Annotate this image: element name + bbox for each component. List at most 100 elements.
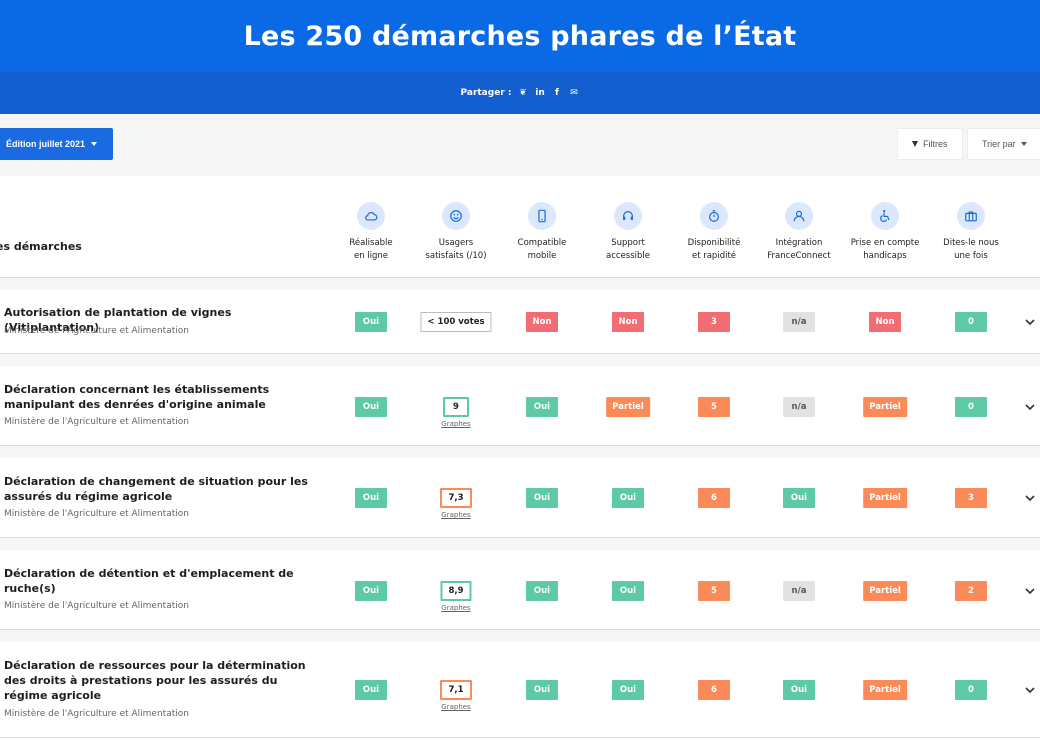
table-row[interactable]: Déclaration de détention et d'emplacemen… <box>0 550 1040 630</box>
status-badge: Oui <box>355 312 387 332</box>
chevron-down-icon[interactable] <box>1025 586 1035 596</box>
chevron-down-icon[interactable] <box>1025 493 1035 503</box>
row-separator <box>0 354 1040 366</box>
ministry-label: Ministère de l'Agriculture et Alimentati… <box>4 601 189 611</box>
wheelchair-icon <box>871 202 899 230</box>
table-header: es démarches Réalisable en ligne Usagers … <box>0 176 1040 278</box>
column-header: Dites-le nous une fois <box>925 202 1017 263</box>
status-badge: n/a <box>783 397 815 417</box>
ministry-label: Ministère de l'Agriculture et Alimentati… <box>4 417 189 427</box>
table-row[interactable]: Déclaration de changement de situation p… <box>0 458 1040 538</box>
status-badge: Oui <box>526 397 558 417</box>
chevron-down-icon[interactable] <box>1025 317 1035 327</box>
column-title-demarches: es démarches <box>0 240 82 253</box>
column-header: Prise en compte handicaps <box>839 202 931 263</box>
edition-label: Édition juillet 2021 <box>6 139 86 149</box>
column-label: Prise en compte handicaps <box>850 238 920 261</box>
status-badge: Oui <box>526 488 558 508</box>
status-badge: 6 <box>698 680 730 700</box>
status-badge: Oui <box>612 488 644 508</box>
status-badge: Oui <box>355 397 387 417</box>
status-badge: 0 <box>955 312 987 332</box>
twitter-icon[interactable]: ❦ <box>519 88 527 98</box>
share-label: Partager : <box>460 88 512 98</box>
cloud-icon <box>357 202 385 230</box>
table-row[interactable]: Déclaration concernant les établissement… <box>0 366 1040 446</box>
status-badge: 7,3 <box>440 488 472 508</box>
ministry-label: Ministère de l'Agriculture et Alimentati… <box>4 509 189 519</box>
chevron-down-icon <box>1020 142 1027 146</box>
status-badge: Oui <box>783 488 815 508</box>
status-badge: 0 <box>955 397 987 417</box>
filters-label: Filtres <box>923 139 948 149</box>
ministry-label: Ministère de l'Agriculture et Alimentati… <box>4 709 189 719</box>
sort-dropdown[interactable]: Trier par <box>967 128 1040 160</box>
column-label: Réalisable en ligne <box>349 238 393 261</box>
status-badge: 0 <box>955 680 987 700</box>
sort-label: Trier par <box>982 139 1016 149</box>
mobile-icon <box>528 202 556 230</box>
mail-icon[interactable]: ✉ <box>570 88 578 98</box>
status-badge: Partiel <box>606 397 650 417</box>
edition-dropdown[interactable]: Édition juillet 2021 <box>0 128 114 160</box>
column-label: Compatible mobile <box>517 238 567 261</box>
status-badge: < 100 votes <box>420 312 492 332</box>
filter-icon <box>912 141 918 147</box>
demarche-title: Autorisation de plantation de vignes (Vi… <box>4 306 232 334</box>
row-separator <box>0 630 1040 642</box>
demarche-title: Déclaration de changement de situation p… <box>4 475 308 503</box>
linkedin-icon[interactable]: in <box>535 88 545 98</box>
chevron-down-icon <box>91 142 98 146</box>
status-badge: n/a <box>783 312 815 332</box>
status-badge: Oui <box>355 488 387 508</box>
table-row[interactable]: Déclaration de ressources pour la déterm… <box>0 642 1040 738</box>
demarche-title: Déclaration de détention et d'emplacemen… <box>4 567 294 595</box>
column-header: Intégration FranceConnect <box>753 202 845 263</box>
status-badge: 7,1 <box>440 680 472 700</box>
column-label: Intégration FranceConnect <box>767 238 831 261</box>
status-badge: Partiel <box>863 397 907 417</box>
graph-link[interactable]: Graphes <box>441 511 471 519</box>
status-badge: Oui <box>612 680 644 700</box>
column-header: Compatible mobile <box>496 202 588 263</box>
status-badge: 9 <box>443 397 469 417</box>
status-badge: Non <box>869 312 901 332</box>
column-label: Usagers satisfaits (/10) <box>425 238 487 261</box>
column-label: Support accessible <box>606 238 650 261</box>
column-header: Support accessible <box>582 202 674 263</box>
status-badge: 3 <box>955 488 987 508</box>
facebook-icon[interactable]: f <box>555 88 559 98</box>
status-badge: Oui <box>355 680 387 700</box>
graph-link[interactable]: Graphes <box>441 420 471 428</box>
status-badge: Oui <box>783 680 815 700</box>
status-badge: Non <box>612 312 644 332</box>
status-badge: n/a <box>783 581 815 601</box>
graph-link[interactable]: Graphes <box>441 703 471 711</box>
page-header: Les 250 démarches phares de l’État <box>0 0 1040 72</box>
page-title: Les 250 démarches phares de l’État <box>243 20 797 52</box>
status-badge: Partiel <box>863 488 907 508</box>
column-header: Disponibilité et rapidité <box>668 202 760 263</box>
graph-link[interactable]: Graphes <box>441 604 471 612</box>
status-badge: 8,9 <box>440 581 472 601</box>
chevron-down-icon[interactable] <box>1025 402 1035 412</box>
status-badge: 6 <box>698 488 730 508</box>
column-label: Dites-le nous une fois <box>943 238 999 261</box>
share-bar: Partager : ❦ in f ✉ <box>0 72 1040 114</box>
table-row[interactable]: Autorisation de plantation de vignes (Vi… <box>0 290 1040 354</box>
filters-button[interactable]: Filtres <box>897 128 963 160</box>
ministry-label: Ministère de l'Agriculture et Alimentati… <box>4 326 189 336</box>
demarche-title: Déclaration de ressources pour la déterm… <box>4 659 306 702</box>
smiley-icon <box>442 202 470 230</box>
status-badge: Oui <box>526 680 558 700</box>
chevron-down-icon[interactable] <box>1025 685 1035 695</box>
column-header: Réalisable en ligne <box>325 202 417 263</box>
headset-icon <box>614 202 642 230</box>
status-badge: Partiel <box>863 680 907 700</box>
status-badge: Partiel <box>863 581 907 601</box>
stopwatch-icon <box>700 202 728 230</box>
status-badge: Oui <box>612 581 644 601</box>
status-badge: 5 <box>698 397 730 417</box>
demarche-title: Déclaration concernant les établissement… <box>4 383 270 411</box>
status-badge: Non <box>526 312 558 332</box>
